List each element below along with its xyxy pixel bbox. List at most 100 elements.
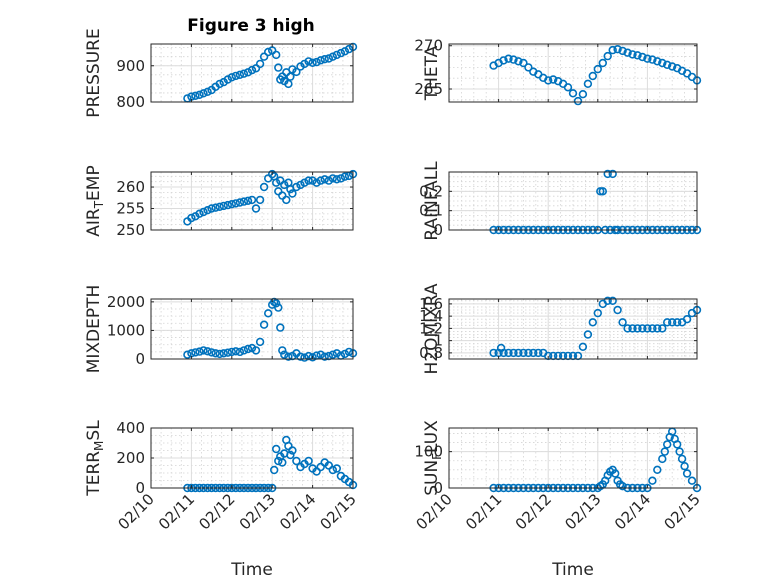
- data-point: [613, 44, 622, 54]
- data-point: [610, 469, 620, 478]
- data-point: [316, 176, 325, 185]
- data-point: [583, 330, 593, 339]
- data-point: [328, 465, 337, 475]
- y-tick-label: 900: [116, 57, 145, 75]
- y-tick-label: 260: [116, 178, 145, 196]
- data-point: [613, 305, 622, 315]
- data-point: [231, 199, 241, 208]
- x-tick-label: 02/11: [155, 490, 198, 533]
- x-tick-label: 02/14: [276, 490, 319, 533]
- data-point: [239, 69, 249, 78]
- y-tick-label: 1.2: [419, 319, 443, 337]
- y-axis-label: MIXDEPTH: [84, 285, 104, 374]
- data-point: [316, 56, 325, 65]
- x-tick-label: 02/13: [236, 490, 279, 533]
- data-point: [251, 346, 261, 355]
- data-point: [519, 58, 528, 68]
- data-point: [211, 203, 220, 212]
- data-point: [320, 175, 329, 184]
- data-point: [211, 349, 220, 358]
- y-tick-label: 0.1: [419, 202, 443, 220]
- data-point: [628, 50, 637, 59]
- y-tick-label: 1.4: [419, 307, 443, 325]
- data-point: [280, 180, 289, 190]
- data-point: [259, 320, 269, 329]
- data-point: [312, 178, 321, 187]
- data-point: [336, 48, 346, 58]
- data-point: [658, 324, 667, 333]
- data-point: [274, 303, 283, 312]
- data-point: [227, 73, 237, 82]
- data-point: [662, 60, 672, 70]
- data-point: [603, 169, 612, 179]
- data-point: [312, 467, 321, 476]
- data-point: [255, 59, 265, 69]
- subplot-1: 800 900 PRESSURE: [84, 28, 358, 118]
- data-point: [618, 482, 627, 491]
- y-tick-label: 0: [135, 350, 145, 368]
- data-point: [191, 91, 200, 101]
- data-point: [215, 202, 224, 212]
- data-point: [588, 71, 597, 81]
- data-point: [332, 50, 341, 60]
- data-point: [573, 96, 583, 106]
- data-point: [504, 348, 513, 358]
- data-point: [199, 346, 208, 355]
- data-point: [568, 89, 578, 98]
- data-point: [578, 342, 588, 351]
- axes-frame: [448, 43, 698, 103]
- data-point: [328, 350, 337, 359]
- x-tick-label: 02/12: [195, 490, 238, 533]
- y-axis-label: RAINFALL: [422, 161, 442, 241]
- y-tick-label: 100: [414, 443, 443, 461]
- data-point: [286, 72, 295, 81]
- data-point: [259, 52, 269, 61]
- data-point: [183, 350, 192, 359]
- data-point: [320, 352, 329, 361]
- data-point: [316, 350, 325, 359]
- data-point: [304, 176, 313, 185]
- data-point: [529, 348, 538, 358]
- data-point: [598, 187, 607, 196]
- data-point: [272, 299, 281, 308]
- data-point: [227, 200, 237, 209]
- data-point: [274, 456, 283, 466]
- data-point: [272, 178, 281, 187]
- data-point: [286, 450, 295, 460]
- data-point: [648, 476, 657, 485]
- data-point: [195, 209, 204, 218]
- data-point: [638, 324, 647, 333]
- data-point: [672, 440, 682, 449]
- data-point: [328, 174, 337, 183]
- data-point: [203, 347, 212, 356]
- data-point: [628, 324, 637, 333]
- data-point: [296, 352, 305, 361]
- data-point: [598, 58, 607, 68]
- data-point: [231, 347, 241, 356]
- data-point: [332, 349, 341, 358]
- data-point: [308, 353, 317, 362]
- y-axis-label: PRESSURE: [84, 28, 104, 117]
- axes-frame: [448, 171, 698, 231]
- x-axis-label: Time: [551, 560, 594, 580]
- data-point: [680, 462, 689, 471]
- data-point: [312, 57, 321, 67]
- x-tick-label: 02/14: [611, 490, 654, 533]
- data-point: [514, 57, 523, 66]
- data-point: [191, 348, 200, 357]
- y-axis-label: THETA: [422, 45, 442, 101]
- data-point: [660, 447, 669, 456]
- data-point: [643, 324, 652, 333]
- data-point: [219, 349, 228, 358]
- y-tick-label: 0: [433, 479, 443, 497]
- data-point: [509, 348, 518, 358]
- data-point: [223, 200, 233, 210]
- data-point: [687, 476, 697, 485]
- y-axis-label: SUNFLUX: [422, 420, 444, 496]
- data-point: [648, 324, 657, 333]
- data-point: [548, 75, 558, 84]
- data-point: [603, 51, 612, 61]
